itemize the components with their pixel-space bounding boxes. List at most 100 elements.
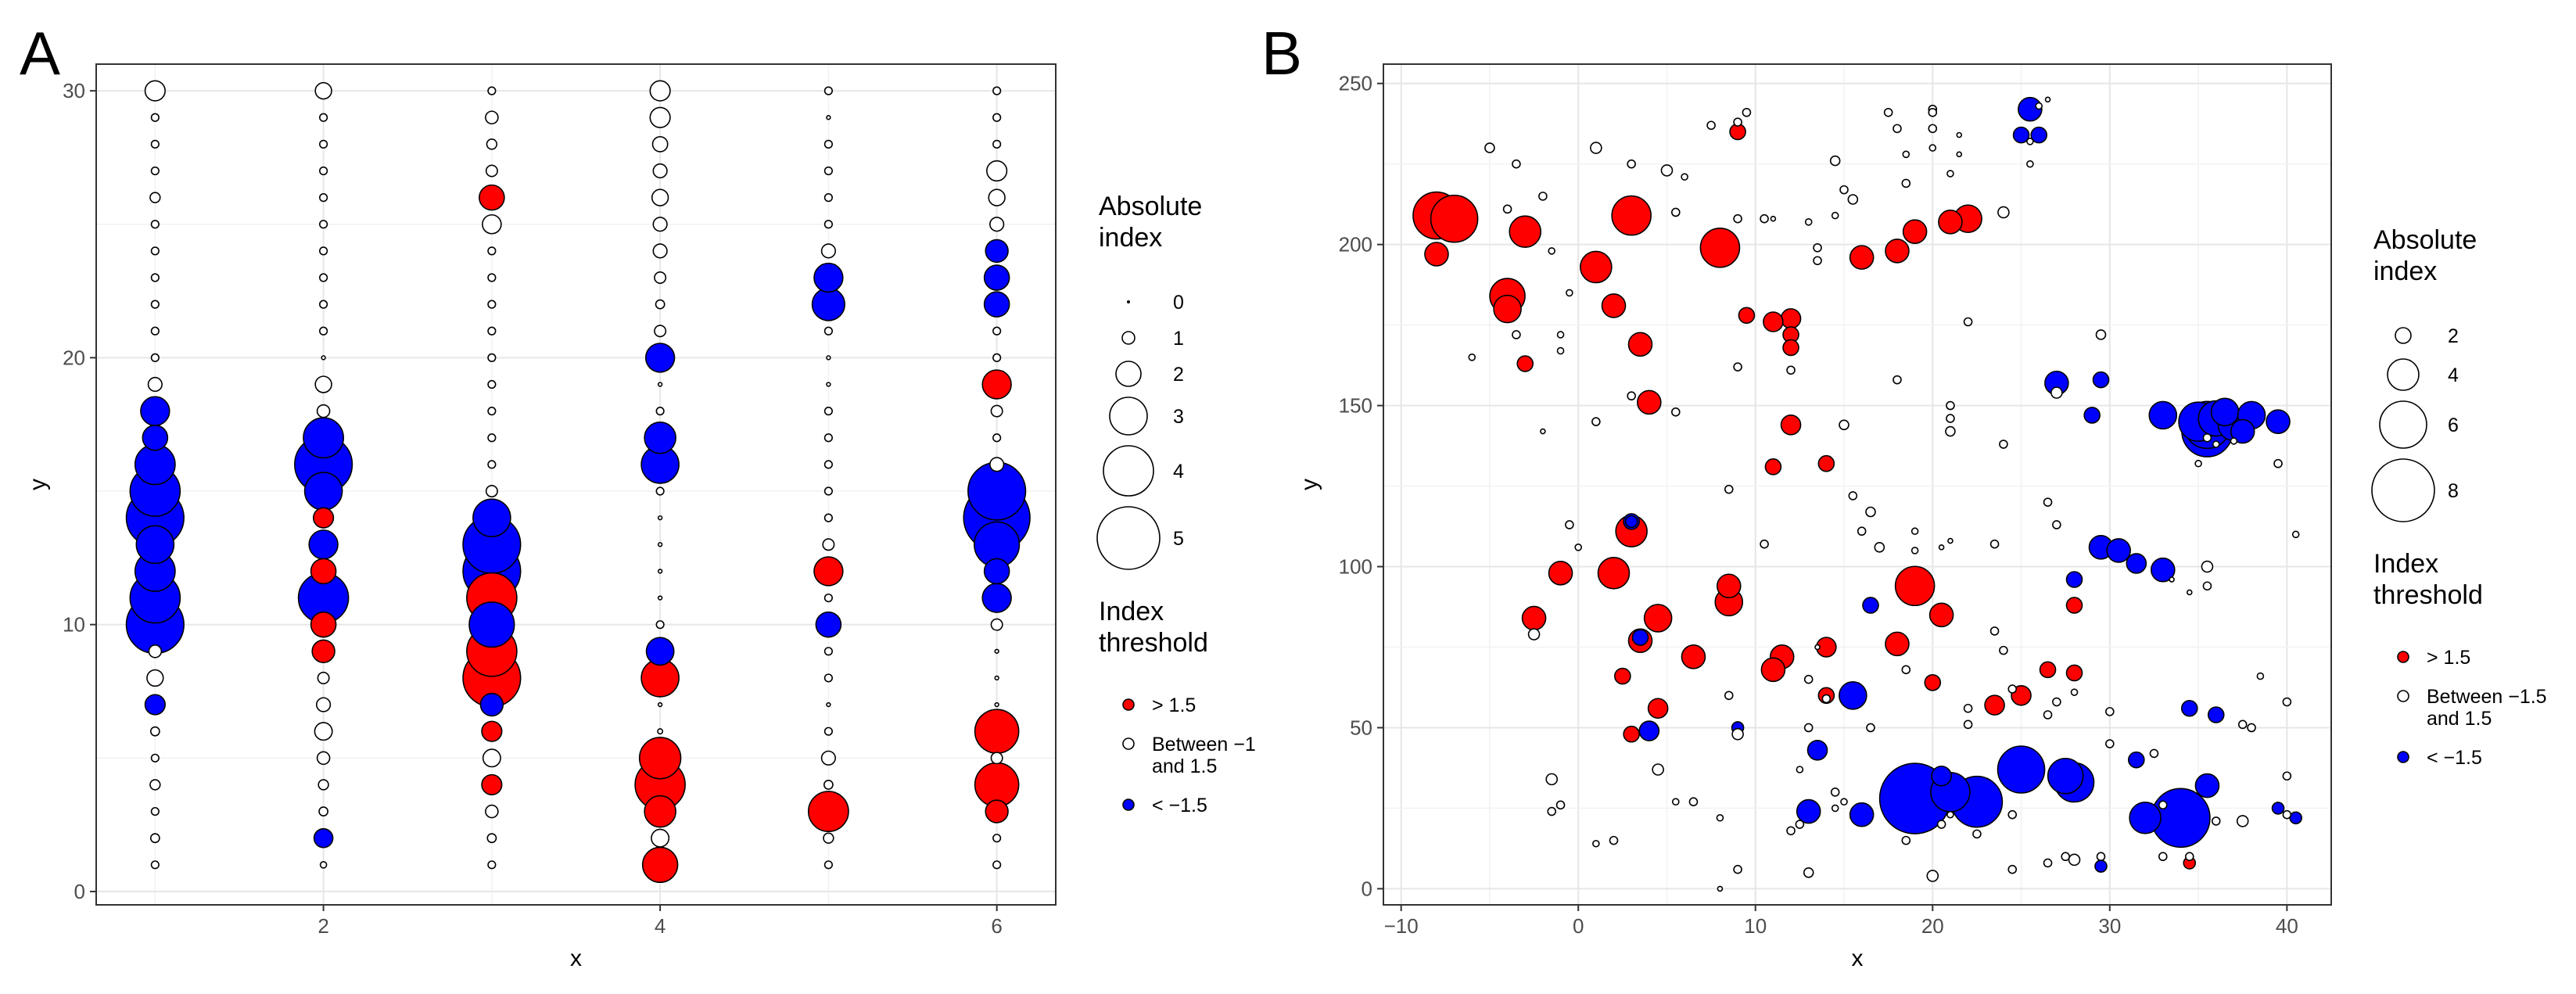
data-point-blue bbox=[144, 694, 166, 716]
data-point-white bbox=[1538, 192, 1548, 201]
data-point-white bbox=[146, 669, 164, 687]
data-point-blue bbox=[1806, 739, 1828, 761]
data-point-white bbox=[1670, 407, 1681, 417]
data-point-white bbox=[150, 166, 160, 176]
size-legend-key bbox=[2395, 327, 2412, 344]
size-legend-label: 2 bbox=[2448, 325, 2459, 347]
data-point-white bbox=[826, 702, 831, 708]
data-point-red bbox=[1643, 604, 1673, 633]
data-point-white bbox=[1590, 142, 1602, 154]
size-legend-label: 8 bbox=[2448, 480, 2459, 502]
data-point-red bbox=[1885, 631, 1910, 657]
data-point-white bbox=[1928, 124, 1938, 134]
data-point-red bbox=[2065, 664, 2083, 682]
data-point-red bbox=[1780, 414, 1802, 436]
data-point-white bbox=[2230, 437, 2238, 445]
data-point-white bbox=[2282, 697, 2292, 707]
color-legend-label: Between −1.5 bbox=[2427, 686, 2547, 708]
data-point-white bbox=[1963, 317, 1973, 327]
data-point-white bbox=[1556, 346, 1565, 355]
data-point-white bbox=[1945, 425, 1956, 437]
size-legend-label: 2 bbox=[1173, 364, 1184, 386]
data-point-white bbox=[487, 300, 497, 309]
size-legend-label: 1 bbox=[1173, 328, 1184, 350]
data-point-white bbox=[992, 113, 1002, 122]
data-point-white bbox=[2184, 852, 2194, 862]
data-point-blue bbox=[1849, 802, 1875, 827]
data-point-white bbox=[482, 748, 501, 768]
size-legend-label: 3 bbox=[1173, 406, 1184, 428]
data-point-white bbox=[657, 595, 663, 601]
data-point-blue bbox=[2180, 699, 2198, 717]
data-point-white bbox=[316, 697, 332, 712]
data-point-white bbox=[1706, 120, 1716, 131]
data-point-white bbox=[823, 220, 833, 229]
data-point-white bbox=[150, 753, 160, 763]
data-point-white bbox=[823, 86, 833, 95]
data-point-white bbox=[654, 271, 667, 285]
data-point-white bbox=[1547, 806, 1557, 816]
data-point-white bbox=[2169, 576, 2175, 583]
data-point-white bbox=[1540, 428, 1546, 435]
data-point-white bbox=[823, 513, 833, 522]
data-point-white bbox=[657, 702, 663, 708]
data-point-white bbox=[988, 188, 1006, 206]
data-point-blue bbox=[2047, 757, 2084, 795]
data-point-white bbox=[989, 457, 1005, 472]
data-point-white bbox=[150, 113, 160, 122]
data-point-white bbox=[1574, 544, 1582, 551]
data-point-red bbox=[1780, 308, 1802, 329]
data-point-white bbox=[652, 217, 668, 232]
data-point-red bbox=[813, 556, 844, 587]
size-legend-title: Absolute bbox=[1099, 192, 1202, 221]
data-point-white bbox=[1910, 527, 1919, 536]
data-point-white bbox=[319, 861, 328, 869]
data-point-white bbox=[2007, 864, 2018, 874]
data-point-white bbox=[1627, 391, 1636, 401]
data-point-red bbox=[1424, 242, 1449, 267]
data-point-red bbox=[1782, 339, 1799, 357]
data-point-red bbox=[1601, 293, 1627, 318]
data-point-blue bbox=[2030, 126, 2048, 144]
data-point-white bbox=[2043, 858, 2053, 868]
color-legend-label: > 1.5 bbox=[2427, 647, 2470, 669]
data-point-white bbox=[1731, 727, 1744, 741]
data-point-blue bbox=[2083, 407, 2101, 424]
data-point-white bbox=[990, 752, 1003, 765]
data-point-white bbox=[1956, 151, 1963, 158]
data-point-white bbox=[487, 273, 497, 282]
data-point-red bbox=[985, 799, 1009, 824]
data-point-red bbox=[1924, 674, 1942, 691]
data-point-blue bbox=[1997, 745, 2046, 794]
data-point-white bbox=[992, 860, 1002, 870]
data-point-white bbox=[1627, 159, 1636, 169]
x-tick-label: −10 bbox=[1384, 914, 1419, 938]
data-point-white bbox=[1813, 242, 1822, 253]
size-legend-key bbox=[1103, 445, 1154, 497]
data-point-white bbox=[1947, 537, 1954, 544]
data-point-white bbox=[150, 806, 160, 816]
size-legend-label: 5 bbox=[1173, 528, 1184, 550]
data-point-blue bbox=[308, 529, 339, 560]
color-legend-key bbox=[2397, 690, 2409, 702]
data-point-red bbox=[1894, 565, 1936, 607]
data-point-white bbox=[823, 780, 834, 790]
y-tick-label: 100 bbox=[1339, 555, 1372, 579]
data-point-blue bbox=[2207, 706, 2225, 723]
data-point-red bbox=[311, 639, 335, 663]
data-point-red bbox=[481, 720, 503, 742]
data-point-white bbox=[482, 214, 502, 235]
data-point-red bbox=[1493, 294, 1522, 324]
data-point-white bbox=[990, 618, 1003, 631]
data-point-white bbox=[1893, 124, 1902, 134]
data-point-white bbox=[1733, 117, 1742, 127]
data-point-white bbox=[1660, 164, 1674, 177]
data-point-white bbox=[487, 86, 497, 95]
data-point-white bbox=[148, 644, 163, 658]
data-point-white bbox=[2212, 440, 2220, 448]
data-point-white bbox=[487, 379, 497, 389]
data-point-white bbox=[485, 110, 499, 125]
data-point-white bbox=[1848, 491, 1858, 501]
data-point-white bbox=[1946, 400, 1955, 411]
data-point-blue bbox=[2230, 418, 2255, 444]
